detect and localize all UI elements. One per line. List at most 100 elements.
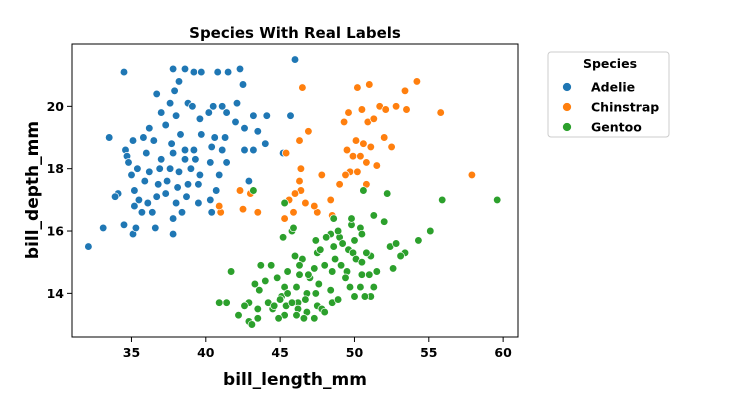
x-tick-label: 35 (123, 345, 140, 360)
data-point-gentoo (270, 301, 279, 310)
data-point-adelie (137, 208, 147, 217)
x-tick-label: 50 (346, 345, 364, 360)
data-point-gentoo (283, 289, 292, 298)
data-point-gentoo (350, 292, 359, 301)
data-point-gentoo (267, 261, 276, 270)
data-point-gentoo (295, 261, 304, 270)
data-point-gentoo (388, 264, 398, 273)
x-axis-ticks: 35 40 45 50 55 60 (123, 337, 512, 360)
data-point-gentoo (330, 254, 340, 264)
data-point-adelie (206, 158, 215, 167)
data-point-gentoo (369, 282, 378, 292)
data-point-gentoo (316, 245, 325, 254)
data-point-gentoo (311, 289, 320, 298)
data-point-adelie (231, 117, 240, 127)
legend-marker-adelie (562, 82, 572, 92)
data-point-adelie (222, 158, 231, 167)
data-point-chinstrap (326, 195, 335, 205)
data-point-chinstrap (295, 176, 304, 186)
data-point-adelie (99, 223, 108, 233)
data-point-gentoo (283, 267, 292, 276)
data-point-adelie (171, 111, 181, 120)
data-point-chinstrap (280, 214, 289, 223)
data-point-chinstrap (359, 139, 368, 148)
data-point-gentoo (350, 236, 359, 245)
legend-title: Species (583, 56, 637, 71)
data-point-adelie (244, 176, 254, 186)
data-point-adelie (215, 170, 224, 180)
data-point-chinstrap (304, 127, 313, 136)
data-point-adelie (157, 155, 166, 164)
data-point-adelie (174, 167, 184, 176)
data-point-chinstrap (380, 133, 389, 142)
data-points (84, 55, 502, 329)
data-point-gentoo (383, 189, 392, 198)
data-point-gentoo (322, 233, 331, 242)
data-point-adelie (222, 108, 231, 117)
data-point-adelie (84, 242, 93, 251)
data-point-gentoo (328, 267, 337, 276)
data-point-adelie (161, 120, 170, 130)
data-point-adelie (253, 127, 262, 136)
data-point-adelie (174, 77, 184, 86)
data-point-gentoo (299, 314, 309, 323)
data-point-adelie (165, 99, 175, 108)
data-point-adelie (286, 111, 295, 120)
data-point-adelie (218, 102, 227, 111)
data-point-adelie (210, 133, 219, 142)
data-point-gentoo (314, 279, 323, 289)
data-point-adelie (197, 130, 206, 139)
data-point-chinstrap (289, 208, 298, 217)
data-point-chinstrap (372, 161, 381, 170)
data-point-adelie (130, 186, 139, 195)
data-point-gentoo (357, 270, 367, 279)
data-point-adelie (176, 130, 185, 139)
data-point-adelie (195, 170, 205, 180)
data-point-adelie (220, 133, 230, 142)
data-point-adelie (262, 111, 271, 120)
data-point-adelie (249, 111, 258, 120)
y-tick-label: 16 (47, 224, 65, 239)
data-point-adelie (240, 145, 249, 155)
data-point-chinstrap (366, 142, 375, 152)
data-point-adelie (134, 195, 144, 205)
data-point-adelie (152, 89, 161, 99)
y-tick-label: 14 (47, 286, 65, 301)
data-point-gentoo (226, 267, 236, 276)
data-point-gentoo (359, 186, 368, 195)
data-point-adelie (119, 220, 129, 229)
data-point-gentoo (329, 214, 338, 223)
data-point-adelie (105, 133, 114, 142)
data-point-adelie (238, 80, 248, 89)
data-point-adelie (177, 208, 187, 217)
data-point-adelie (119, 67, 129, 77)
data-point-chinstrap (335, 180, 344, 189)
data-point-gentoo (255, 286, 264, 295)
data-point-gentoo (362, 248, 371, 257)
data-point-adelie (167, 139, 176, 148)
data-point-adelie (207, 142, 216, 152)
data-point-chinstrap (351, 136, 361, 145)
data-point-chinstrap (253, 208, 262, 217)
data-point-adelie (145, 167, 154, 176)
data-point-chinstrap (362, 158, 371, 167)
x-tick-label: 45 (271, 345, 288, 360)
data-point-gentoo (326, 286, 335, 295)
data-point-adelie (149, 136, 158, 145)
data-point-gentoo (292, 311, 301, 320)
data-point-gentoo (414, 236, 423, 245)
data-point-chinstrap (342, 145, 352, 155)
data-point-adelie (249, 145, 258, 155)
data-point-adelie (168, 214, 178, 223)
data-point-adelie (180, 64, 190, 74)
data-point-adelie (145, 124, 154, 133)
data-point-adelie (127, 170, 136, 180)
data-point-chinstrap (238, 205, 248, 214)
data-point-chinstrap (391, 102, 401, 111)
data-point-adelie (212, 186, 221, 195)
data-point-adelie (182, 192, 191, 201)
data-point-adelie (189, 67, 199, 77)
data-point-gentoo (278, 233, 288, 242)
data-point-adelie (154, 180, 163, 189)
data-point-gentoo (280, 198, 289, 208)
